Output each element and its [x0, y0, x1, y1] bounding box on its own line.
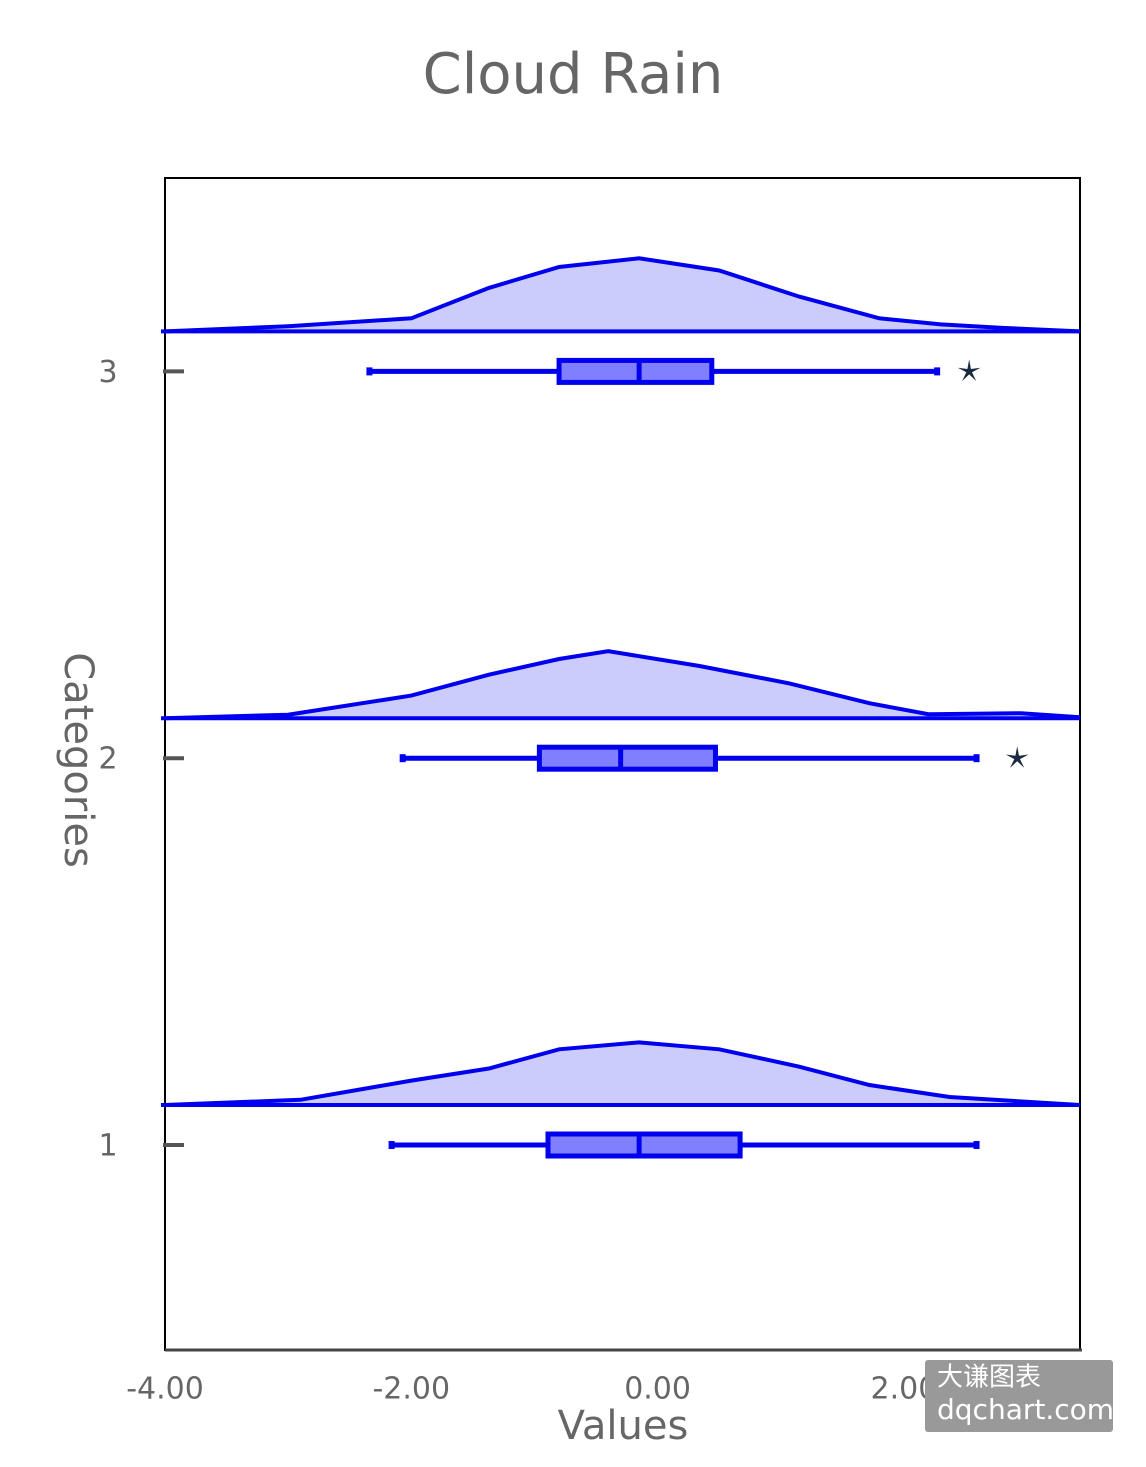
box	[556, 357, 715, 385]
density-area	[165, 1042, 1080, 1105]
density-area	[165, 651, 1080, 719]
whisker-cap	[366, 367, 373, 376]
y-tick-label: 2	[98, 742, 117, 777]
density-line	[164, 1040, 1081, 1107]
whisker-cap	[934, 367, 941, 376]
whisker-cap	[973, 1140, 980, 1149]
watermark-text: 大谦图表	[937, 1363, 1041, 1393]
x-axis-label: Values	[558, 1403, 689, 1449]
outlier	[957, 359, 981, 382]
density-area	[165, 258, 1080, 332]
x-tick-label: -4.00	[126, 1372, 204, 1407]
whisker-cap	[399, 754, 406, 763]
box	[545, 1131, 743, 1159]
density-line	[164, 649, 1081, 721]
y-tick-label: 1	[98, 1128, 117, 1163]
chart-title: Cloud Rain	[423, 42, 724, 107]
watermark: 大谦图表 dqchart.com	[925, 1360, 1114, 1432]
outlier	[1005, 746, 1029, 768]
density-line	[164, 256, 1081, 334]
watermark-text: dqchart.com	[937, 1393, 1114, 1426]
box	[536, 744, 718, 772]
x-tick-label: -2.00	[372, 1372, 450, 1407]
x-tick-label: 0.00	[624, 1372, 691, 1407]
whisker-cap	[388, 1140, 395, 1149]
y-axis-label: Categories	[55, 652, 101, 868]
whisker-cap	[973, 754, 980, 763]
y-tick-label: 3	[98, 355, 117, 390]
watermark-box	[925, 1360, 1113, 1432]
